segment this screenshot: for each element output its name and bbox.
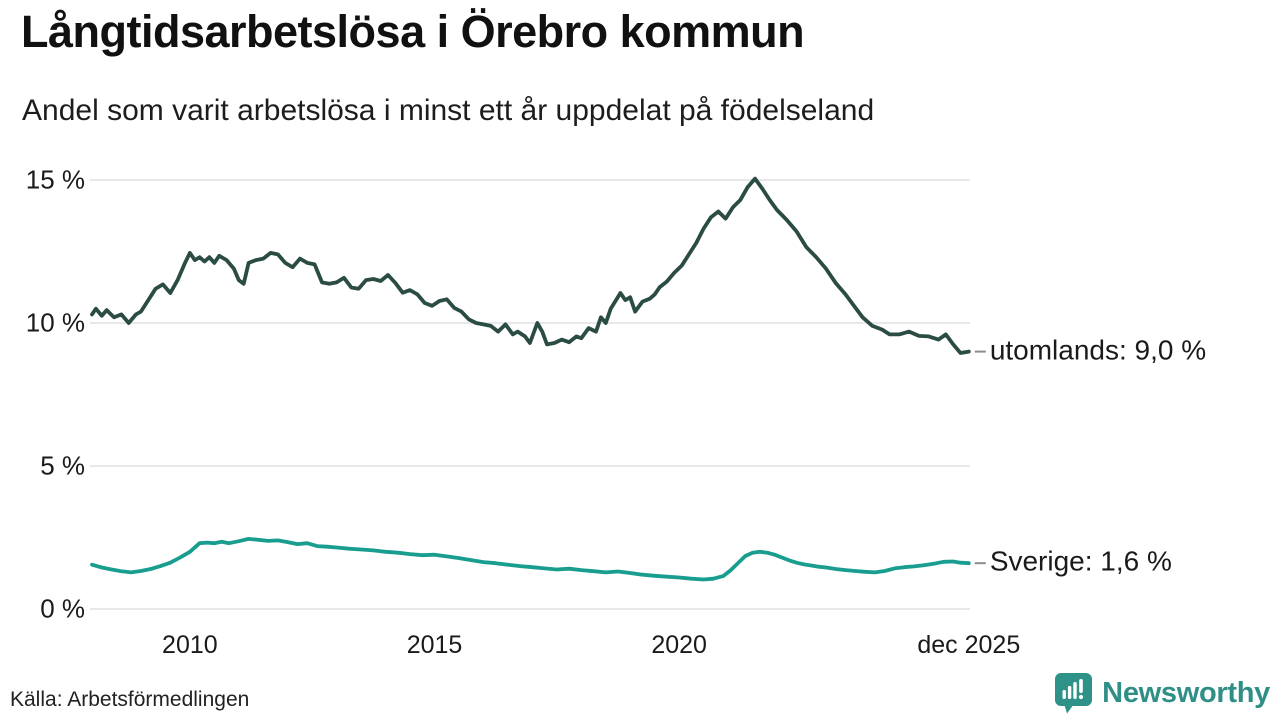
series-end-label-sverige: Sverige: 1,6 % bbox=[989, 545, 1172, 577]
x-axis-tick-label: 2015 bbox=[406, 631, 463, 659]
x-axis-tick-label: dec 2025 bbox=[917, 631, 1021, 659]
x-axis-tick-label: 2010 bbox=[162, 631, 218, 659]
source-note: Källa: Arbetsförmedlingen bbox=[10, 688, 250, 711]
y-axis-tick-label: 15 % bbox=[25, 164, 85, 195]
series-end-label-utomlands: utomlands: 9,0 % bbox=[989, 334, 1207, 366]
y-axis-tick-label: 5 % bbox=[40, 450, 85, 481]
chart-subtitle: Andel som varit arbetslösa i minst ett å… bbox=[22, 94, 875, 127]
y-axis-tick-label: 10 % bbox=[25, 307, 85, 338]
newsworthy-logo-icon bbox=[1055, 673, 1093, 714]
x-axis-tick-label: 2020 bbox=[651, 631, 707, 659]
newsworthy-logo-text: Newsworthy bbox=[1102, 676, 1270, 709]
chart-title: Långtidsarbetslösa i Örebro kommun bbox=[21, 6, 805, 57]
y-axis-tick-label: 0 % bbox=[40, 593, 85, 624]
newsworthy-logo[interactable]: Newsworthy bbox=[1054, 672, 1270, 714]
